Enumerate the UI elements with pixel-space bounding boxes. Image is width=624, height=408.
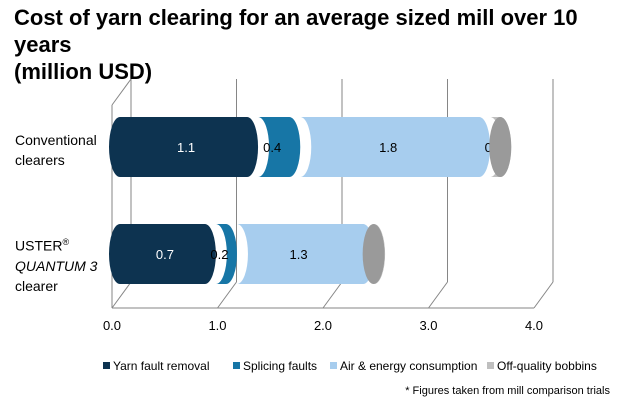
title-line-1: Cost of yarn clearing for an average siz… xyxy=(14,5,578,57)
floor-gridline xyxy=(111,281,132,309)
x-tick-label: 4.0 xyxy=(525,318,543,333)
wall-edge xyxy=(111,78,132,106)
legend-swatch xyxy=(233,362,240,369)
bar-end-cap xyxy=(489,117,512,177)
legend-label: Yarn fault removal xyxy=(113,359,210,373)
x-tick-label: 1.0 xyxy=(208,318,226,333)
chart-title: Cost of yarn clearing for an average siz… xyxy=(14,4,614,85)
category-label-conventional: Conventional clearers xyxy=(15,132,97,168)
footnote: * Figures taken from mill comparison tri… xyxy=(405,385,610,397)
bar-segment xyxy=(258,117,301,177)
data-label: 0.7 xyxy=(156,247,174,262)
floor-gridline xyxy=(322,281,343,309)
bar-segment xyxy=(300,117,491,177)
floor-gridline xyxy=(428,281,448,309)
legend-label: Splicing faults xyxy=(243,359,317,373)
legend-swatch xyxy=(330,362,337,369)
bar-segment xyxy=(109,117,259,177)
legend-label: Air & energy consumption xyxy=(340,359,477,373)
floor-gridline xyxy=(217,281,237,309)
x-tick-label: 2.0 xyxy=(314,318,332,333)
floor-gridline xyxy=(533,281,554,309)
title-line-2: (million USD) xyxy=(14,59,153,84)
x-tick-label: 0.0 xyxy=(103,318,121,333)
bar-segment xyxy=(236,224,375,284)
bar-segment xyxy=(215,224,237,284)
data-label: 1.8 xyxy=(379,140,397,155)
legend-swatch xyxy=(487,362,494,369)
legend-label: Off-quality bobbins xyxy=(497,359,597,373)
data-label: 0.2 xyxy=(210,247,228,262)
data-label: 0.4 xyxy=(263,140,281,155)
category-label-quantum: USTER® QUANTUM 3 clearer xyxy=(15,237,98,294)
legend-swatch xyxy=(103,362,110,369)
bar-segment xyxy=(109,224,216,284)
bar-end-cap xyxy=(362,224,385,284)
x-tick-label: 3.0 xyxy=(419,318,437,333)
data-label: 1.1 xyxy=(177,140,195,155)
data-label: 1.3 xyxy=(289,247,307,262)
